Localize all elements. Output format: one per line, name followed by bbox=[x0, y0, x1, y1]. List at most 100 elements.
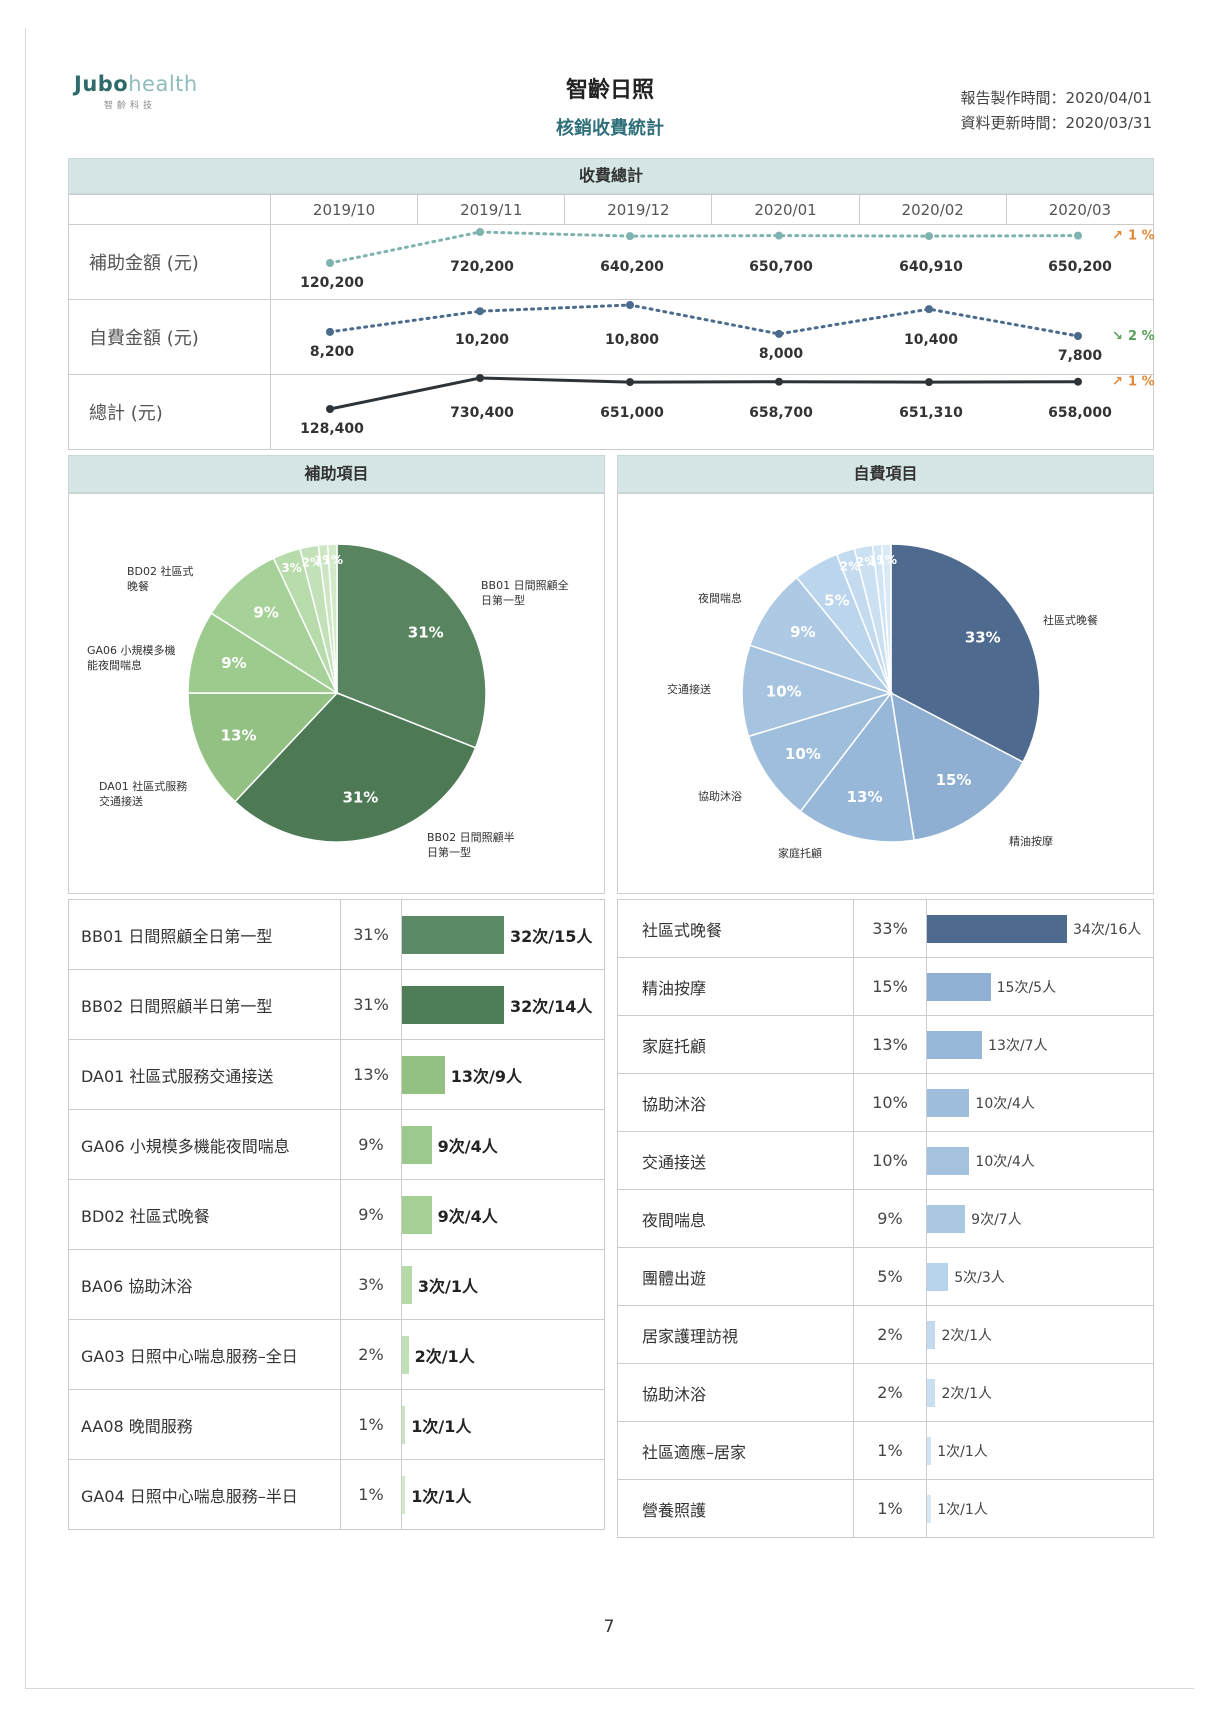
item-bar-cell: 9次/4人 bbox=[401, 1179, 605, 1250]
item-percent: 13% bbox=[340, 1039, 402, 1110]
logo-brand-health: health bbox=[128, 72, 198, 96]
item-name: GA06 小規模多機能夜間喘息 bbox=[68, 1109, 341, 1180]
item-name: AA08 晚間服務 bbox=[68, 1389, 341, 1460]
item-bar-cell: 2次/1人 bbox=[926, 1305, 1154, 1364]
logo-subtitle: 智齡科技 bbox=[104, 101, 157, 111]
report-title-block: 智齡日照 核銷收費統計 bbox=[420, 72, 800, 140]
item-name: BD02 社區式晚餐 bbox=[68, 1179, 341, 1250]
list-item: GA03 日照中心喘息服務–全日 2% 2次/1人 bbox=[68, 1319, 605, 1390]
list-item: GA06 小規模多機能夜間喘息 9% 9次/4人 bbox=[68, 1109, 605, 1180]
item-percent: 1% bbox=[853, 1479, 927, 1538]
item-name: DA01 社區式服務交通接送 bbox=[68, 1039, 341, 1110]
list-item: BB01 日間照顧全日第一型 31% 32次/15人 bbox=[68, 899, 605, 970]
item-count: 9次/4人 bbox=[437, 1136, 498, 1156]
pie-category-label-da01: 交通接送 bbox=[99, 794, 143, 808]
item-percent: 31% bbox=[340, 969, 402, 1040]
item-percent: 33% bbox=[853, 899, 927, 958]
item-count: 5次/3人 bbox=[954, 1269, 1005, 1286]
list-item: GA04 日照中心喘息服務–半日 1% 1次/1人 bbox=[68, 1459, 605, 1530]
list-item: 社區式晚餐 33% 34次/16人 bbox=[617, 899, 1154, 958]
subsidy-pie-panel: 31% 31% 13% 9% 9% 3% 2% 1% 1% BB01 日間照顧全 日第一型 BB02 … bbox=[68, 493, 605, 894]
item-name: 協助沐浴 bbox=[617, 1073, 854, 1132]
pie-percent-label: 15% bbox=[936, 771, 972, 789]
item-bar bbox=[927, 1030, 983, 1059]
list-item: 團體出遊 5% 5次/3人 bbox=[617, 1247, 1154, 1306]
pie-percent-label: 9% bbox=[221, 654, 246, 672]
pie-slice bbox=[187, 692, 339, 803]
report-meta: 報告製作時間：2020/04/01 資料更新時間：2020/03/31 bbox=[961, 86, 1152, 136]
item-percent: 10% bbox=[853, 1073, 927, 1132]
item-bar bbox=[402, 1125, 432, 1164]
item-bar bbox=[927, 1320, 936, 1349]
item-bar-cell: 1次/1人 bbox=[401, 1459, 605, 1530]
list-item: BA06 協助沐浴 3% 3次/1人 bbox=[68, 1249, 605, 1320]
pie-category-label-b: 精油按摩 bbox=[1009, 834, 1053, 848]
subsidy-header: 補助項目 bbox=[68, 455, 605, 493]
pie-category-label-bd02: BD02 社區式 bbox=[127, 564, 194, 578]
summary-table: 2019/10 2019/11 2019/12 2020/01 2020/02 … bbox=[68, 194, 1155, 450]
pie-category-label-e: 交通接送 bbox=[667, 682, 711, 696]
selfpay-header: 自費項目 bbox=[617, 455, 1154, 493]
item-percent: 1% bbox=[853, 1421, 927, 1480]
item-count: 1次/1人 bbox=[937, 1501, 988, 1518]
report-time: 報告製作時間：2020/04/01 bbox=[960, 89, 1152, 107]
item-bar bbox=[402, 915, 504, 954]
item-bar-cell: 5次/3人 bbox=[926, 1247, 1154, 1306]
item-bar bbox=[402, 1195, 432, 1234]
pie-category-label-c: 家庭托顧 bbox=[778, 846, 822, 860]
item-count: 10次/4人 bbox=[975, 1095, 1035, 1112]
list-item: 交通接送 10% 10次/4人 bbox=[617, 1131, 1154, 1190]
pie-percent-label: 2% bbox=[856, 555, 876, 569]
item-bar bbox=[402, 1055, 445, 1094]
pie-percent-label: 9% bbox=[253, 604, 278, 622]
pie-slice bbox=[890, 543, 1041, 764]
pie-category-label-bb02: BB02 日間照顧半 bbox=[427, 830, 515, 844]
pie-percent-label: 2% bbox=[302, 555, 322, 569]
item-percent: 13% bbox=[853, 1015, 927, 1074]
subsidy-pie-chart: 31%31%13%9%9%3% 2%1%1%BB01 日間照顧全日第一型BB02 … bbox=[87, 543, 569, 859]
pie-percent-label: 3% bbox=[281, 561, 301, 575]
selfpay-line-cell bbox=[270, 299, 1154, 375]
item-bar bbox=[927, 1262, 949, 1291]
item-name: GA04 日照中心喘息服務–半日 bbox=[68, 1459, 341, 1530]
report-title: 智齡日照 bbox=[565, 78, 654, 103]
list-item: AA08 晚間服務 1% 1次/1人 bbox=[68, 1389, 605, 1460]
month-header: 2019/11 bbox=[417, 194, 566, 225]
pie-slice bbox=[187, 612, 340, 694]
item-bar-cell: 32次/14人 bbox=[401, 969, 605, 1040]
month-header: 2020/02 bbox=[858, 194, 1007, 225]
pie-percent-label: 10% bbox=[785, 745, 821, 763]
item-bar bbox=[927, 1146, 970, 1175]
pie-slice bbox=[799, 691, 915, 843]
item-bar bbox=[402, 985, 504, 1024]
month-header: 2019/10 bbox=[269, 194, 419, 225]
subsidy-line-cell bbox=[270, 224, 1154, 300]
item-bar bbox=[927, 1378, 936, 1407]
summary-row-total: 總計 (元) bbox=[68, 374, 1154, 450]
item-percent: 1% bbox=[340, 1459, 402, 1530]
item-name: BA06 協助沐浴 bbox=[68, 1249, 341, 1320]
pie-category-label-bb02: 日第一型 bbox=[427, 845, 471, 859]
item-bar-cell: 10次/4人 bbox=[926, 1073, 1154, 1132]
item-bar-cell: 2次/1人 bbox=[401, 1319, 605, 1390]
list-item: BB02 日間照顧半日第一型 31% 32次/14人 bbox=[68, 969, 605, 1040]
selfpay-items-table: 社區式晚餐 33% 34次/16人 精油按摩 15% 15次/5人 家庭托顧 13% 13次/7… bbox=[617, 899, 1154, 1538]
pie-slice bbox=[880, 543, 892, 694]
item-percent: 10% bbox=[853, 1131, 927, 1190]
item-name: 團體出遊 bbox=[617, 1247, 854, 1306]
item-count: 1次/1人 bbox=[937, 1443, 988, 1460]
logo-brand-main: Jubo bbox=[74, 72, 129, 96]
item-count: 10次/4人 bbox=[975, 1153, 1035, 1170]
pie-category-label-bd02: 晚餐 bbox=[127, 579, 149, 593]
item-percent: 3% bbox=[340, 1249, 402, 1320]
item-name: 交通接送 bbox=[617, 1131, 854, 1190]
item-bar-cell: 34次/16人 bbox=[926, 899, 1154, 958]
item-count: 2次/1人 bbox=[941, 1327, 993, 1344]
pie-slice bbox=[326, 543, 338, 694]
item-bar-cell: 1次/1人 bbox=[926, 1479, 1154, 1538]
item-count: 32次/14人 bbox=[510, 996, 593, 1016]
subsidy-items-table: BB01 日間照顧全日第一型 31% 32次/15人 BB02 日間照顧半日第一型 31… bbox=[68, 899, 605, 1530]
summary-corner-cell bbox=[68, 194, 271, 225]
item-bar bbox=[927, 914, 1067, 943]
item-bar bbox=[402, 1335, 409, 1374]
